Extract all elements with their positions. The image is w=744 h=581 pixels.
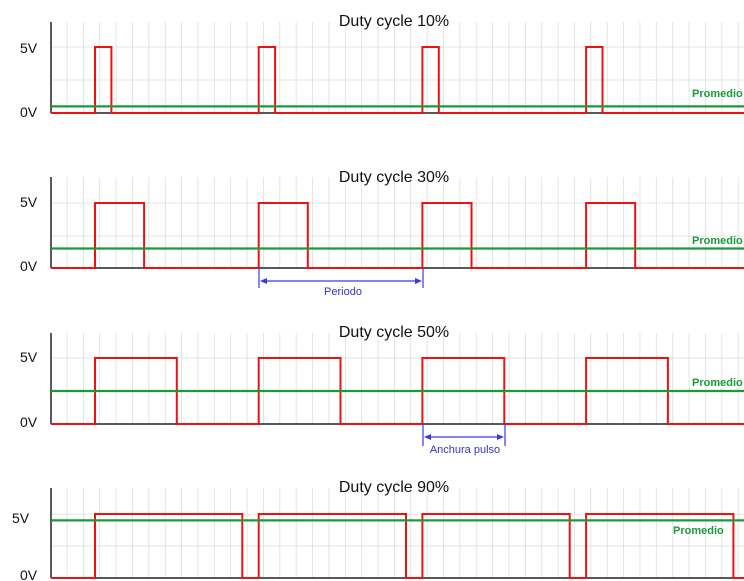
period-arrow-head-right xyxy=(415,278,422,284)
average-label: Promedio xyxy=(692,377,743,389)
pulse-arrow-head-left xyxy=(424,434,431,440)
panel-title: Duty cycle 90% xyxy=(339,479,449,496)
pwm-signal xyxy=(51,357,744,425)
average-label: Promedio xyxy=(692,88,743,100)
label-0v: 0V xyxy=(20,258,38,274)
label-0v: 0V xyxy=(20,414,38,430)
grid xyxy=(51,488,744,578)
pwm-signal xyxy=(51,46,744,114)
label-5v: 5V xyxy=(12,510,30,526)
pulse-arrow-head-right xyxy=(497,434,504,440)
label-5v: 5V xyxy=(20,349,38,365)
grid xyxy=(51,333,744,424)
period-arrow-head-left xyxy=(260,278,267,284)
label-5v: 5V xyxy=(20,40,38,56)
panel-duty-90: Duty cycle 90% 5V 0V Promedio xyxy=(12,479,744,581)
label-5v: 5V xyxy=(20,194,38,210)
panel-duty-10: Duty cycle 10% 5V 0V Promedio xyxy=(20,13,744,120)
average-label: Promedio xyxy=(692,235,743,247)
pulse-width-annotation: Anchura pulso xyxy=(422,424,506,456)
grid xyxy=(51,177,744,268)
label-0v: 0V xyxy=(20,104,38,120)
panel-title: Duty cycle 30% xyxy=(339,169,449,186)
pwm-signal xyxy=(51,202,744,269)
panel-duty-50: Duty cycle 50% 5V 0V Promedio xyxy=(20,324,744,430)
grid xyxy=(51,22,744,113)
panel-title: Duty cycle 10% xyxy=(339,13,449,30)
pwm-signal xyxy=(51,513,744,579)
period-annotation: Periodo xyxy=(258,268,424,298)
pulse-width-label: Anchura pulso xyxy=(430,444,500,456)
label-0v: 0V xyxy=(20,567,38,581)
average-label: Promedio xyxy=(673,525,724,537)
panel-duty-30: Duty cycle 30% 5V 0V Promedio xyxy=(20,169,744,274)
period-label: Periodo xyxy=(324,286,362,298)
panel-title: Duty cycle 50% xyxy=(339,324,449,341)
